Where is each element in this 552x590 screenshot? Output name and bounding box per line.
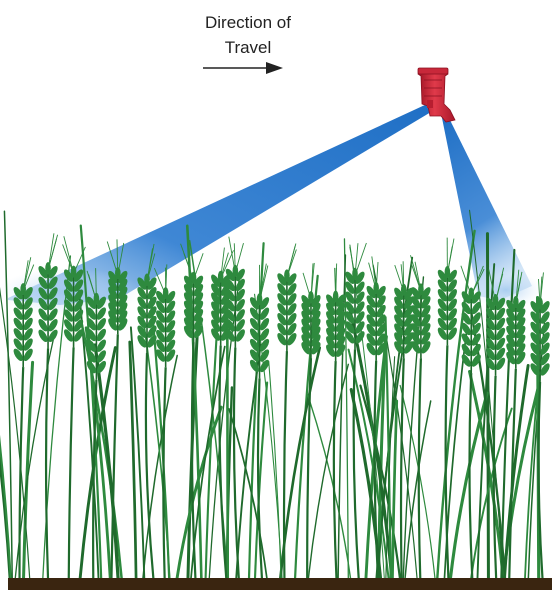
grass-blade <box>128 340 138 582</box>
grass-blade <box>268 360 282 581</box>
caption-line-1: Direction of <box>205 13 291 32</box>
wheat-head <box>62 236 86 348</box>
wheat-head <box>277 243 297 352</box>
grass-blade <box>385 356 396 581</box>
wheat-stalk <box>282 351 289 581</box>
arrow-right-icon <box>203 62 283 74</box>
grass-blade <box>185 224 203 582</box>
wheat-head <box>366 256 386 361</box>
grass-blade <box>391 399 399 582</box>
wheat-head <box>13 257 35 368</box>
grass-blade <box>399 384 436 581</box>
wheat-stalk <box>373 360 380 581</box>
wheat-head <box>180 243 204 343</box>
wheat-stalk <box>44 348 50 581</box>
wheat-stalk <box>508 368 517 581</box>
wheat-head <box>345 242 367 350</box>
wheat-stalk <box>144 352 155 581</box>
grass-blade <box>21 360 35 582</box>
grass-blade <box>404 400 432 581</box>
wheat-field <box>0 209 550 582</box>
wheat-stalk <box>110 334 119 581</box>
grass-blade <box>527 322 546 581</box>
wheat-stalk <box>399 358 405 581</box>
wheat-stalk <box>332 361 338 581</box>
grass-blade <box>93 343 120 582</box>
spray-mist-left <box>0 268 142 316</box>
wheat-stalk <box>444 345 450 581</box>
grass-blade <box>307 363 350 581</box>
ground-strip <box>8 578 552 590</box>
grass-blade <box>306 393 352 581</box>
grass-blade <box>384 316 392 582</box>
caption-line-2: Travel <box>224 38 272 57</box>
grass-blade <box>469 209 504 581</box>
wheat-head <box>460 265 485 374</box>
wheat-head <box>530 272 550 382</box>
grass-blade <box>142 354 178 581</box>
wheat-head <box>506 269 526 369</box>
wheat-stalk <box>232 347 240 581</box>
spray-fan-right <box>442 116 532 300</box>
wheat-stalk <box>417 358 423 581</box>
wheat-head <box>153 264 176 368</box>
grass-blade <box>0 434 12 582</box>
wheat-head <box>225 236 245 348</box>
wheat-stalk <box>352 349 360 581</box>
wheat-stalk <box>18 367 25 581</box>
spray-nozzle-icon <box>417 67 456 123</box>
grass-blade <box>485 232 490 582</box>
grass-blade <box>435 229 476 582</box>
spray-fan-left <box>8 104 431 305</box>
direction-caption: Direction of Travel <box>178 10 318 60</box>
grass-blade <box>448 391 489 582</box>
grass-blade <box>359 384 402 582</box>
grass-blade <box>79 224 103 582</box>
wheat-head <box>86 268 107 380</box>
wheat-stalk <box>468 373 474 581</box>
wheat-head <box>137 243 157 354</box>
grass-blade <box>349 388 383 582</box>
grass-blade <box>253 381 269 582</box>
grass-blade <box>247 242 265 582</box>
wheat-head <box>410 255 431 359</box>
wheat-stalk <box>256 378 264 581</box>
grass-blade <box>3 210 13 581</box>
wheat-head <box>394 261 414 359</box>
wheat-stalk <box>190 342 197 581</box>
wheat-head <box>249 263 270 379</box>
wheat-stalk <box>492 375 498 581</box>
wheat-head <box>326 263 346 362</box>
wheat-head <box>211 247 234 346</box>
wheat-head <box>485 267 506 376</box>
wheat-head <box>106 239 128 335</box>
grass-blade <box>502 364 530 582</box>
grass-blade <box>175 405 223 582</box>
wheat-stalk <box>218 345 228 581</box>
wheat-stalk <box>67 347 75 581</box>
wheat-stalk <box>306 358 313 581</box>
wheat-stalk <box>92 379 98 581</box>
grass-blade <box>129 326 146 581</box>
wheat-stalk <box>162 367 167 581</box>
wheat-head <box>437 237 457 346</box>
wheat-head <box>38 233 59 349</box>
wheat-head <box>301 262 321 359</box>
wheat-stalk <box>537 381 544 581</box>
grass-blade <box>42 255 72 581</box>
grass-blade <box>0 287 31 581</box>
